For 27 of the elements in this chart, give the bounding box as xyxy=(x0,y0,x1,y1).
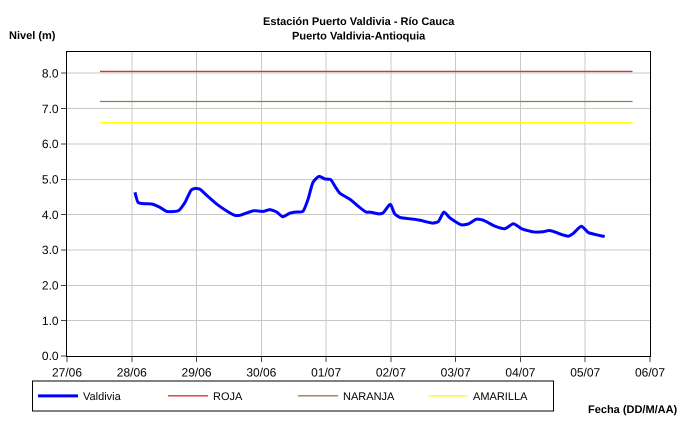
y-tick-label: 0.0 xyxy=(42,349,59,364)
y-axis-title: Nivel (m) xyxy=(9,30,56,42)
x-tick-label: 01/07 xyxy=(311,365,342,380)
x-tick-label: 03/07 xyxy=(440,365,472,380)
y-tick-label: 6.0 xyxy=(42,137,59,152)
y-tick-label: 5.0 xyxy=(42,172,59,186)
y-tick-label: 3.0 xyxy=(42,243,59,258)
x-tick-label: 30/06 xyxy=(246,365,277,380)
x-tick-label: 27/06 xyxy=(52,365,82,380)
x-tick-label: 29/06 xyxy=(182,365,212,380)
y-tick-label: 7.0 xyxy=(42,102,59,116)
y-tick-label: 1.0 xyxy=(42,314,59,328)
legend-label: ROJA xyxy=(213,391,244,404)
chart-subtitle: Puerto Valdivia-Antioquia xyxy=(292,30,426,42)
x-tick-label: 28/06 xyxy=(116,365,148,380)
chart-title: Estación Puerto Valdivia - Río Cauca xyxy=(263,16,456,28)
x-axis-title: Fecha (DD/M/AA) xyxy=(588,404,678,416)
x-tick-label: 04/07 xyxy=(505,365,536,380)
legend-label: Valdivia xyxy=(83,391,122,404)
x-tick-label: 06/07 xyxy=(634,365,666,380)
y-tick-label: 4.0 xyxy=(42,208,59,222)
y-tick-label: 8.0 xyxy=(42,66,59,80)
legend-label: NARANJA xyxy=(343,391,396,404)
legend-label: AMARILLA xyxy=(473,391,528,404)
x-tick-label: 05/07 xyxy=(570,365,601,380)
y-tick-label: 2.0 xyxy=(42,278,59,292)
x-tick-label: 02/07 xyxy=(376,365,406,380)
